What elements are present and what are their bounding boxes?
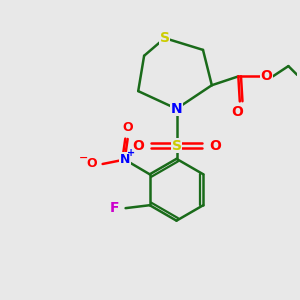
Text: O: O: [132, 139, 144, 153]
Text: S: S: [160, 31, 170, 45]
Text: O: O: [86, 158, 97, 170]
Text: +: +: [127, 148, 135, 158]
Text: O: O: [231, 105, 243, 119]
Text: O: O: [260, 69, 272, 83]
Text: O: O: [209, 139, 221, 153]
Text: N: N: [119, 153, 130, 166]
Text: −: −: [79, 152, 88, 163]
Text: F: F: [110, 201, 119, 215]
Text: S: S: [172, 139, 182, 153]
Text: O: O: [122, 121, 133, 134]
Text: N: N: [171, 102, 182, 116]
